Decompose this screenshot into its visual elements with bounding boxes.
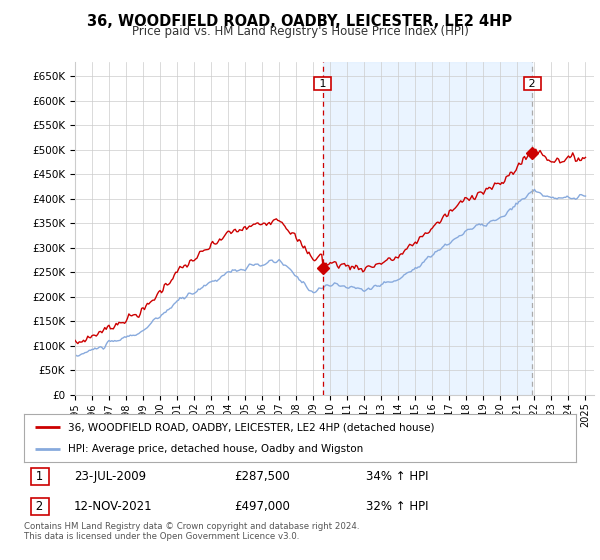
Text: 36, WOODFIELD ROAD, OADBY, LEICESTER, LE2 4HP (detached house): 36, WOODFIELD ROAD, OADBY, LEICESTER, LE… — [68, 422, 434, 432]
Text: Price paid vs. HM Land Registry's House Price Index (HPI): Price paid vs. HM Land Registry's House … — [131, 25, 469, 38]
Text: 36, WOODFIELD ROAD, OADBY, LEICESTER, LE2 4HP: 36, WOODFIELD ROAD, OADBY, LEICESTER, LE… — [88, 14, 512, 29]
Text: 32% ↑ HPI: 32% ↑ HPI — [366, 500, 429, 513]
Text: 34% ↑ HPI: 34% ↑ HPI — [366, 470, 429, 483]
Text: 12-NOV-2021: 12-NOV-2021 — [74, 500, 152, 513]
Text: 1: 1 — [32, 470, 47, 483]
Text: Contains HM Land Registry data © Crown copyright and database right 2024.
This d: Contains HM Land Registry data © Crown c… — [24, 522, 359, 542]
Text: HPI: Average price, detached house, Oadby and Wigston: HPI: Average price, detached house, Oadb… — [68, 444, 364, 454]
Text: 23-JUL-2009: 23-JUL-2009 — [74, 470, 146, 483]
Text: £497,000: £497,000 — [234, 500, 290, 513]
Text: 2: 2 — [32, 500, 47, 513]
Text: 1: 1 — [316, 79, 329, 88]
Text: 2: 2 — [525, 79, 539, 88]
Text: £287,500: £287,500 — [234, 470, 290, 483]
Bar — [323, 62, 532, 395]
